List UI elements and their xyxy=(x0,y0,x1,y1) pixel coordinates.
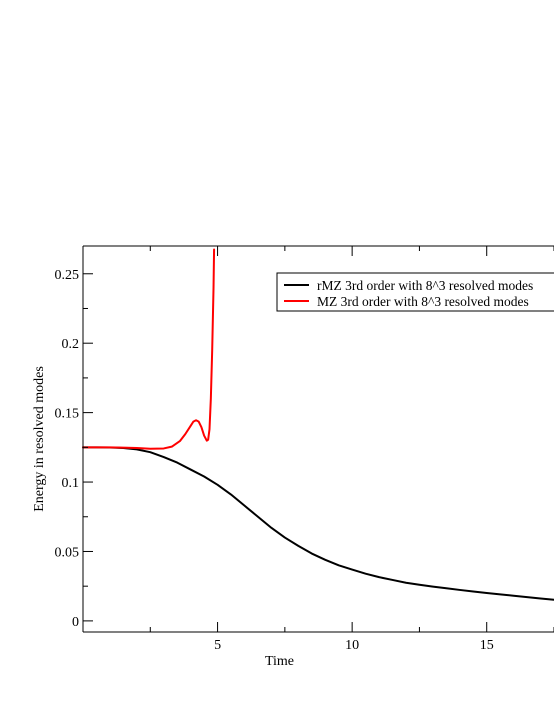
y-tick-label: 0.05 xyxy=(55,545,80,560)
y-tick-label: 0.25 xyxy=(55,268,80,283)
y-axis-title: Energy in resolved modes xyxy=(32,366,47,512)
legend: rMZ 3rd order with 8^3 resolved modes MZ… xyxy=(276,272,554,312)
y-tick-label: 0.15 xyxy=(55,407,80,422)
y-tick-label: 0.1 xyxy=(62,476,80,491)
series-line-2 xyxy=(82,248,216,450)
series-layer xyxy=(82,248,554,601)
legend-label-series-1: rMZ 3rd order with 8^3 resolved modes xyxy=(317,278,533,293)
ticks-layer: 5 10 15 0 0.05 0.1 0.15 0.2 0.25 xyxy=(55,246,554,653)
y-tick-label: 0.2 xyxy=(62,337,80,352)
x-tick-label: 15 xyxy=(480,638,494,653)
series-line-1 xyxy=(82,446,554,601)
legend-label-series-2: MZ 3rd order with 8^3 resolved modes xyxy=(317,294,529,309)
axes-layer xyxy=(82,245,554,633)
x-tick-label: 10 xyxy=(345,638,359,653)
legend-box xyxy=(276,272,554,312)
x-tick-label: 5 xyxy=(214,638,221,653)
x-axis-title: Time xyxy=(265,654,294,669)
y-tick-label: 0 xyxy=(72,615,79,630)
